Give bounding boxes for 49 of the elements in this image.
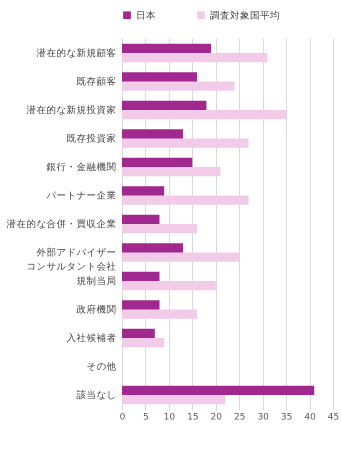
y-tick-label: 潜在的な新規投資家 (26, 104, 116, 116)
bar (122, 252, 240, 262)
y-tick-label: 政府機関 (76, 304, 116, 316)
y-tick-label: パートナー企業 (46, 189, 116, 202)
legend-label: 調査対象国平均 (210, 9, 280, 22)
bar (122, 81, 235, 91)
x-tick-label: 15 (187, 412, 199, 422)
legend-label: 日本 (136, 9, 156, 22)
bar (122, 338, 164, 348)
bar (122, 158, 192, 167)
bar (122, 129, 183, 138)
x-tick-label: 40 (304, 412, 316, 422)
y-tick-label: その他 (86, 360, 116, 373)
bar (122, 110, 286, 120)
bar (122, 52, 268, 62)
y-tick-label: 該当なし (76, 389, 116, 402)
bar (122, 138, 249, 148)
bar (122, 186, 164, 196)
bar (122, 166, 220, 176)
x-tick-label: 20 (210, 412, 222, 422)
bar (122, 243, 183, 253)
y-tick-label: 潜在的な新規顧客 (36, 46, 116, 59)
bar (122, 72, 198, 82)
bar (122, 195, 249, 205)
bar (122, 395, 226, 404)
y-tick-label: 入社候補者 (66, 332, 116, 344)
bar (122, 386, 314, 396)
x-tick-label: 35 (280, 412, 292, 422)
bar (122, 100, 206, 110)
y-tick-label: 規制当局 (76, 275, 116, 288)
bar (122, 44, 212, 53)
bar (122, 310, 198, 319)
x-tick-label: 45 (328, 412, 340, 422)
y-tick-label: 銀行・金融機関 (46, 160, 116, 173)
y-tick-label: 潜在的な合併・買収企業 (6, 218, 116, 230)
x-tick-label: 30 (257, 412, 270, 422)
x-tick-label: 10 (164, 412, 176, 422)
bar (122, 214, 160, 224)
y-tick-label: 既存顧客 (76, 75, 116, 88)
y-tick-label: 外部アドバイザーコンサルタント会社 (26, 246, 116, 273)
x-tick-label: 25 (234, 412, 246, 422)
y-tick-label: 既存投資家 (66, 132, 116, 144)
bar (122, 272, 160, 282)
bar (122, 281, 216, 290)
x-tick-label: 5 (143, 412, 149, 422)
bar (122, 328, 155, 338)
x-tick-label: 0 (120, 412, 126, 422)
bar (122, 300, 160, 310)
bar (122, 224, 198, 234)
